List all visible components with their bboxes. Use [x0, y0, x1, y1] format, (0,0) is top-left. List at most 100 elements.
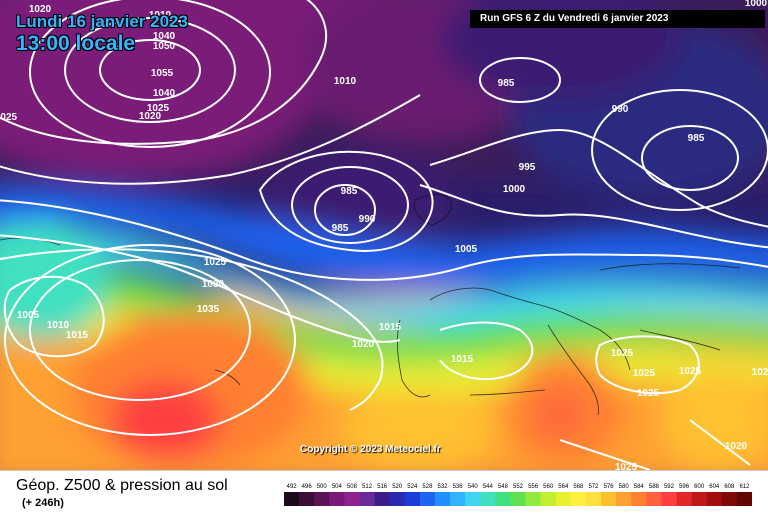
isobar-label: 1010: [334, 76, 357, 87]
legend-swatch: [359, 492, 375, 506]
legend-swatch: [374, 492, 390, 506]
legend-label: 556: [528, 484, 539, 490]
legend-label: 584: [634, 484, 645, 490]
isobar-label: 985: [688, 133, 705, 144]
isobar-label: 995: [519, 162, 536, 173]
legend-swatch: [585, 492, 602, 506]
isobar-label: 1025: [147, 103, 170, 114]
legend-label: 580: [619, 484, 630, 490]
legend-swatch: [434, 492, 451, 506]
isobar-label: 1025: [204, 257, 227, 268]
isobar-label: 1005: [17, 310, 40, 321]
forecast-date: Lundi 16 janvier 2023: [16, 12, 188, 31]
legend-label: 588: [649, 484, 660, 490]
legend-label: 536: [453, 484, 464, 490]
legend-swatch: [706, 492, 723, 506]
legend-label: 592: [664, 484, 675, 490]
legend-label: 560: [543, 484, 554, 490]
isobar-label: 1025: [611, 348, 634, 359]
isobar-label: 1005: [455, 244, 478, 255]
isobar-label: 1035: [197, 304, 220, 315]
isobar-label: 1040: [153, 31, 176, 42]
isobar-label: 990: [612, 104, 629, 115]
legend-label: 492: [287, 484, 298, 490]
isobar-label: 1015: [66, 330, 89, 341]
isobar-label: 1015: [451, 354, 474, 365]
map-title: Géop. Z500 & pression au sol: [16, 477, 228, 494]
isobar-label: 1025: [615, 462, 638, 470]
legend-label: 524: [407, 484, 418, 490]
legend-label: 508: [347, 484, 358, 490]
legend-swatch: [314, 492, 330, 506]
legend-swatch: [646, 492, 662, 506]
isobar-label: 1010: [47, 320, 70, 331]
legend-swatch: [525, 492, 541, 506]
copyright-text: Copyright © 2023 Meteociel.fr: [300, 444, 441, 455]
legend-label: 520: [392, 484, 403, 490]
legend-swatch: [419, 492, 436, 506]
isobar-label: 1000: [745, 0, 768, 9]
legend-label: 596: [679, 484, 690, 490]
legend-label: 576: [604, 484, 615, 490]
isobar-label: 990: [359, 214, 376, 225]
isobar-label: 1025: [0, 112, 18, 123]
isobar-label: 1020: [725, 441, 748, 452]
legend-swatch: [570, 492, 587, 506]
legend-label: 528: [422, 484, 433, 490]
legend-label: 608: [724, 484, 735, 490]
isobar-lines: [0, 0, 768, 470]
legend-label: 544: [483, 484, 494, 490]
legend-swatch: [616, 492, 632, 506]
isobar-label: 985: [332, 223, 349, 234]
isobar-label: 1010: [149, 10, 172, 21]
legend-label: 532: [438, 484, 449, 490]
legend-label: 548: [498, 484, 509, 490]
legend-label: 612: [739, 484, 750, 490]
isobar-labels: 1020101010401050105510401025102010251010…: [0, 0, 768, 470]
legend-swatch: [631, 492, 647, 506]
legend-swatch: [344, 492, 360, 506]
legend-swatch: [284, 492, 300, 506]
legend-label: 516: [377, 484, 388, 490]
legend-swatch: [555, 492, 572, 506]
isobar-label: 1020: [139, 111, 162, 122]
legend-swatch: [480, 492, 496, 506]
legend-label: 564: [558, 484, 569, 490]
legend-label: 572: [588, 484, 599, 490]
map-footer: Géop. Z500 & pression au sol (+ 246h) 49…: [0, 470, 768, 513]
legend-label: 604: [709, 484, 720, 490]
isobar-label: 1025: [637, 388, 660, 399]
color-scale-legend: 492 496 500 504 508 512 516 520 524 528 532 536 540 5…: [284, 484, 752, 506]
legend-swatch: [465, 492, 481, 506]
legend-label: 504: [332, 484, 343, 490]
legend-swatch: [389, 492, 406, 506]
isobar-label: 1015: [379, 322, 402, 333]
model-run-label: Run GFS 6 Z du Vendredi 6 janvier 2023: [470, 10, 765, 28]
legend-swatch: [450, 492, 466, 506]
isobar-label: 1025: [679, 366, 702, 377]
isobar-label: 985: [498, 78, 515, 89]
weather-map: 1020101010401050105510401025102010251010…: [0, 0, 768, 470]
legend-label: 500: [317, 484, 328, 490]
legend-swatch: [404, 492, 421, 506]
legend-label: 540: [468, 484, 479, 490]
legend-swatch: [736, 492, 752, 506]
legend-swatch: [691, 492, 708, 506]
legend-label: 600: [694, 484, 705, 490]
legend-swatch: [721, 492, 738, 506]
legend-label: 552: [513, 484, 524, 490]
legend-swatch: [661, 492, 677, 506]
isobar-label: 1040: [153, 88, 176, 99]
geopotential-field: 1020101010401050105510401025102010251010…: [0, 0, 768, 470]
isobar-label: 102: [752, 367, 768, 378]
isobar-label: 1025: [633, 368, 656, 379]
legend-swatch: [495, 492, 511, 506]
legend-swatch: [540, 492, 557, 506]
legend-swatch: [676, 492, 692, 506]
legend-swatch: [299, 492, 315, 506]
isobar-label: 1050: [153, 41, 176, 52]
isobar-label: 1020: [352, 339, 375, 350]
forecast-time: 13:00 locale: [16, 32, 136, 55]
legend-swatch: [601, 492, 617, 506]
